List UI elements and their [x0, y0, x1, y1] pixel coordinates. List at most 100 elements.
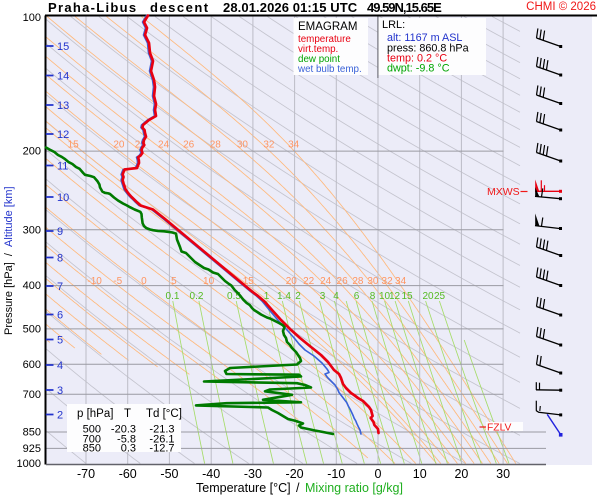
- svg-text:-10: -10: [327, 467, 345, 481]
- svg-text:press: 860.8 hPa: press: 860.8 hPa: [387, 43, 469, 55]
- svg-text:300: 300: [23, 224, 41, 236]
- svg-text:3: 3: [57, 385, 63, 397]
- svg-text:32: 32: [382, 276, 394, 287]
- svg-text:-60: -60: [119, 467, 137, 481]
- svg-text:-5.8: -5.8: [117, 434, 136, 446]
- svg-text:7: 7: [57, 281, 63, 293]
- svg-text:24: 24: [158, 140, 170, 151]
- svg-text:22: 22: [135, 140, 147, 151]
- svg-text:T: T: [124, 408, 131, 420]
- svg-text:10: 10: [379, 291, 391, 302]
- svg-text:5: 5: [171, 276, 177, 287]
- svg-text:Pressure [hPa] / Altitude [k: Pressure [hPa] / Altitude [km]: [3, 186, 15, 335]
- svg-text:-10: -10: [87, 276, 102, 287]
- svg-text:10: 10: [203, 276, 215, 287]
- svg-text:20: 20: [286, 276, 298, 287]
- svg-text:Mixing ratio [g/kg]: Mixing ratio [g/kg]: [305, 481, 403, 495]
- svg-text:Temperature [°C]: Temperature [°C]: [196, 481, 291, 495]
- svg-text:2: 2: [57, 410, 63, 422]
- svg-text:LRL:: LRL:: [382, 19, 405, 31]
- svg-text:0.2: 0.2: [190, 291, 204, 302]
- svg-text:11: 11: [57, 161, 68, 173]
- svg-text:dew point: dew point: [298, 54, 340, 65]
- svg-text:500: 500: [23, 323, 41, 335]
- svg-text:49.59N,15.65E: 49.59N,15.65E: [367, 0, 442, 15]
- svg-text:0: 0: [375, 467, 382, 481]
- svg-text:28.01.2026 01:15 UTC: 28.01.2026 01:15 UTC: [223, 0, 358, 15]
- svg-text:13: 13: [57, 100, 69, 112]
- svg-text:34: 34: [395, 276, 407, 287]
- svg-text:-26.1: -26.1: [149, 434, 174, 446]
- svg-text:12: 12: [57, 129, 69, 141]
- svg-text:0.1: 0.1: [166, 291, 180, 302]
- svg-text:15: 15: [68, 140, 80, 151]
- svg-text:400: 400: [23, 280, 41, 292]
- svg-text:0.5: 0.5: [227, 291, 241, 302]
- svg-text:500: 500: [83, 424, 101, 436]
- svg-text:1000: 1000: [17, 458, 41, 470]
- svg-text:850: 850: [83, 443, 101, 455]
- svg-text:20: 20: [422, 291, 434, 302]
- svg-text:-5: -5: [113, 276, 122, 287]
- svg-text:Td [°C]: Td [°C]: [146, 408, 182, 420]
- svg-text:700: 700: [83, 434, 101, 446]
- svg-text:28: 28: [210, 140, 222, 151]
- svg-text:descent: descent: [150, 0, 210, 15]
- svg-text:3: 3: [320, 291, 326, 302]
- svg-text:700: 700: [23, 389, 41, 401]
- svg-text:p [hPa]: p [hPa]: [77, 408, 113, 420]
- svg-text:10: 10: [57, 192, 69, 204]
- svg-text:temp: 0.2 °C: temp: 0.2 °C: [387, 53, 447, 65]
- svg-text:2: 2: [295, 291, 301, 302]
- svg-text:/: /: [296, 481, 300, 495]
- svg-text:30: 30: [496, 467, 510, 481]
- svg-text:Praha-Libus: Praha-Libus: [48, 0, 137, 15]
- svg-text:4: 4: [333, 291, 339, 302]
- svg-text:28: 28: [352, 276, 364, 287]
- svg-text:600: 600: [23, 359, 41, 371]
- svg-text:100: 100: [23, 12, 41, 24]
- svg-text:-21.3: -21.3: [149, 424, 174, 436]
- svg-text:-40: -40: [202, 467, 220, 481]
- svg-text:15: 15: [57, 41, 69, 53]
- svg-text:-20: -20: [286, 467, 304, 481]
- svg-text:30: 30: [367, 276, 379, 287]
- svg-text:-30: -30: [244, 467, 262, 481]
- svg-text:-20.3: -20.3: [111, 424, 136, 436]
- svg-text:14: 14: [57, 71, 69, 83]
- svg-text:200: 200: [23, 146, 41, 158]
- svg-text:-70: -70: [77, 467, 95, 481]
- svg-text:20: 20: [454, 467, 468, 481]
- svg-text:5: 5: [57, 335, 63, 347]
- svg-text:wet bulb temp.: wet bulb temp.: [297, 64, 362, 75]
- svg-text:dwpt: -9.8 °C: dwpt: -9.8 °C: [387, 63, 450, 75]
- svg-text:0.3: 0.3: [121, 443, 136, 455]
- svg-text:850: 850: [23, 426, 41, 438]
- svg-text:-12.7: -12.7: [149, 443, 174, 455]
- svg-text:temperature: temperature: [298, 34, 351, 45]
- svg-text:4: 4: [57, 360, 63, 372]
- svg-text:32: 32: [263, 140, 275, 151]
- svg-text:15: 15: [401, 291, 413, 302]
- svg-text:1: 1: [264, 291, 270, 302]
- svg-text:15: 15: [243, 276, 255, 287]
- svg-text:1.4: 1.4: [277, 291, 291, 302]
- svg-text:925: 925: [23, 443, 41, 455]
- svg-text:10: 10: [413, 467, 427, 481]
- svg-text:8: 8: [370, 291, 376, 302]
- svg-text:26: 26: [337, 276, 349, 287]
- svg-text:26: 26: [183, 140, 195, 151]
- svg-text:24: 24: [320, 276, 332, 287]
- svg-text:20: 20: [113, 140, 125, 151]
- svg-text:0: 0: [141, 276, 147, 287]
- svg-text:12: 12: [389, 291, 401, 302]
- svg-text:30: 30: [237, 140, 249, 151]
- svg-text:8: 8: [57, 253, 63, 265]
- svg-text:EMAGRAM: EMAGRAM: [298, 21, 357, 33]
- svg-text:6: 6: [57, 310, 63, 322]
- svg-text:22: 22: [303, 276, 315, 287]
- svg-text:-50: -50: [160, 467, 178, 481]
- svg-text:9: 9: [57, 226, 63, 238]
- svg-text:virt.temp.: virt.temp.: [298, 44, 338, 55]
- svg-text:34: 34: [288, 140, 300, 151]
